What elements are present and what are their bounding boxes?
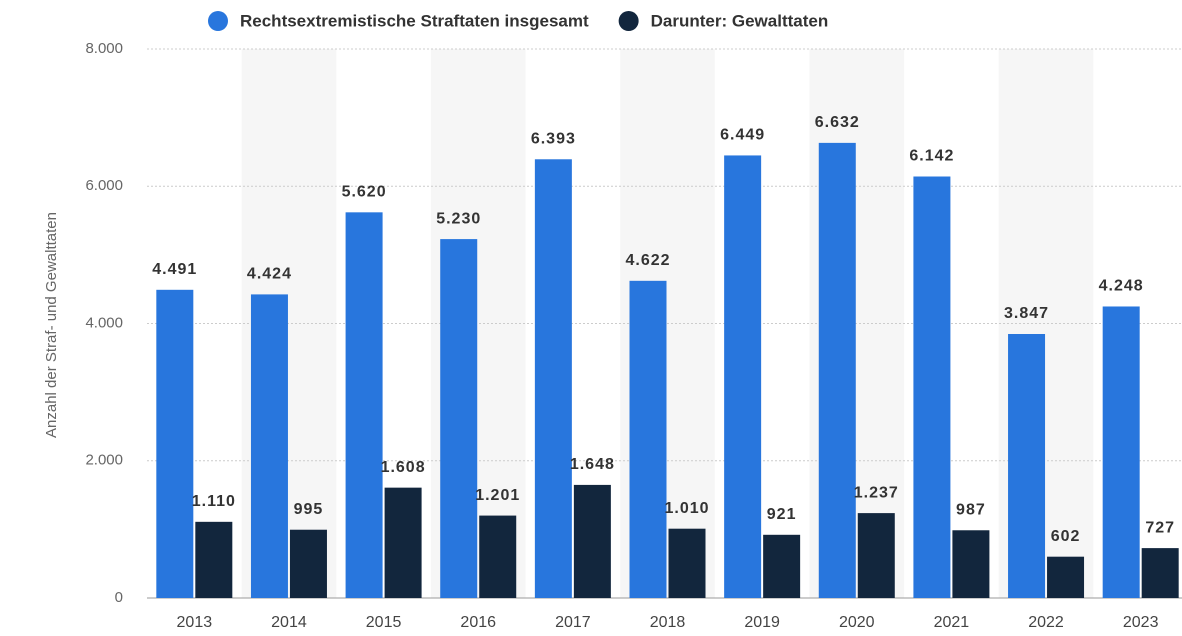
bar: [668, 528, 706, 598]
value-label: 4.622: [625, 252, 670, 269]
bar: [573, 484, 611, 598]
bar: [1008, 333, 1046, 598]
value-label: 1.608: [381, 459, 426, 476]
legend-label: Darunter: Gewalttaten: [651, 11, 829, 30]
value-label: 1.648: [570, 456, 615, 473]
bar: [345, 212, 383, 598]
value-label: 987: [956, 501, 986, 518]
x-tick-label: 2013: [177, 614, 213, 631]
value-label: 4.248: [1099, 278, 1144, 295]
bar: [913, 176, 951, 598]
bar: [440, 239, 478, 598]
value-label: 4.424: [247, 266, 292, 283]
value-label: 6.142: [909, 148, 954, 165]
legend-marker: [208, 11, 228, 31]
value-label: 6.449: [720, 127, 765, 144]
x-tick-label: 2022: [1028, 614, 1064, 631]
value-label: 4.491: [152, 261, 197, 278]
x-tick-label: 2014: [271, 614, 307, 631]
value-label: 1.237: [854, 484, 899, 501]
legend-marker: [618, 11, 639, 31]
x-tick-label: 2016: [460, 614, 496, 631]
value-label: 921: [767, 506, 797, 523]
x-tick-label: 2021: [934, 614, 970, 631]
y-tick-label: 6.000: [85, 177, 123, 194]
bar: [1102, 306, 1140, 598]
value-label: 995: [294, 501, 324, 518]
value-label: 6.632: [815, 114, 860, 131]
x-tick-label: 2019: [744, 614, 780, 631]
bar: [1047, 556, 1085, 598]
value-label: 5.620: [342, 184, 387, 201]
value-label: 1.010: [664, 500, 709, 517]
y-tick-label: 8.000: [85, 40, 123, 57]
bar: [534, 159, 572, 598]
bar: [857, 513, 895, 598]
value-label: 5.230: [436, 210, 481, 227]
x-tick-label: 2015: [366, 614, 402, 631]
bar: [763, 534, 801, 598]
bar: [479, 515, 517, 598]
value-label: 1.201: [475, 487, 520, 504]
bar: [952, 530, 990, 598]
bar: [289, 529, 327, 598]
y-tick-label: 0: [115, 589, 123, 606]
bar: [724, 155, 762, 598]
y-axis-title: Anzahl der Straf- und Gewalttaten: [43, 212, 60, 438]
value-label: 727: [1145, 519, 1175, 536]
x-tick-label: 2020: [839, 614, 875, 631]
bar: [156, 289, 194, 598]
x-tick-label: 2023: [1123, 614, 1159, 631]
bar: [629, 280, 667, 598]
value-label: 1.110: [192, 493, 236, 510]
value-label: 6.393: [531, 130, 576, 147]
y-tick-label: 2.000: [85, 452, 123, 469]
bar: [384, 487, 422, 598]
bar: [195, 521, 233, 598]
value-label: 3.847: [1004, 305, 1049, 322]
y-tick-label: 4.000: [85, 314, 123, 331]
x-tick-label: 2018: [650, 614, 686, 631]
legend-label: Rechtsextremistische Straftaten insgesam…: [240, 11, 589, 30]
bar: [818, 142, 856, 598]
bar: [1141, 548, 1179, 598]
bar: [250, 294, 288, 598]
x-tick-label: 2017: [555, 614, 591, 631]
value-label: 602: [1051, 528, 1081, 545]
